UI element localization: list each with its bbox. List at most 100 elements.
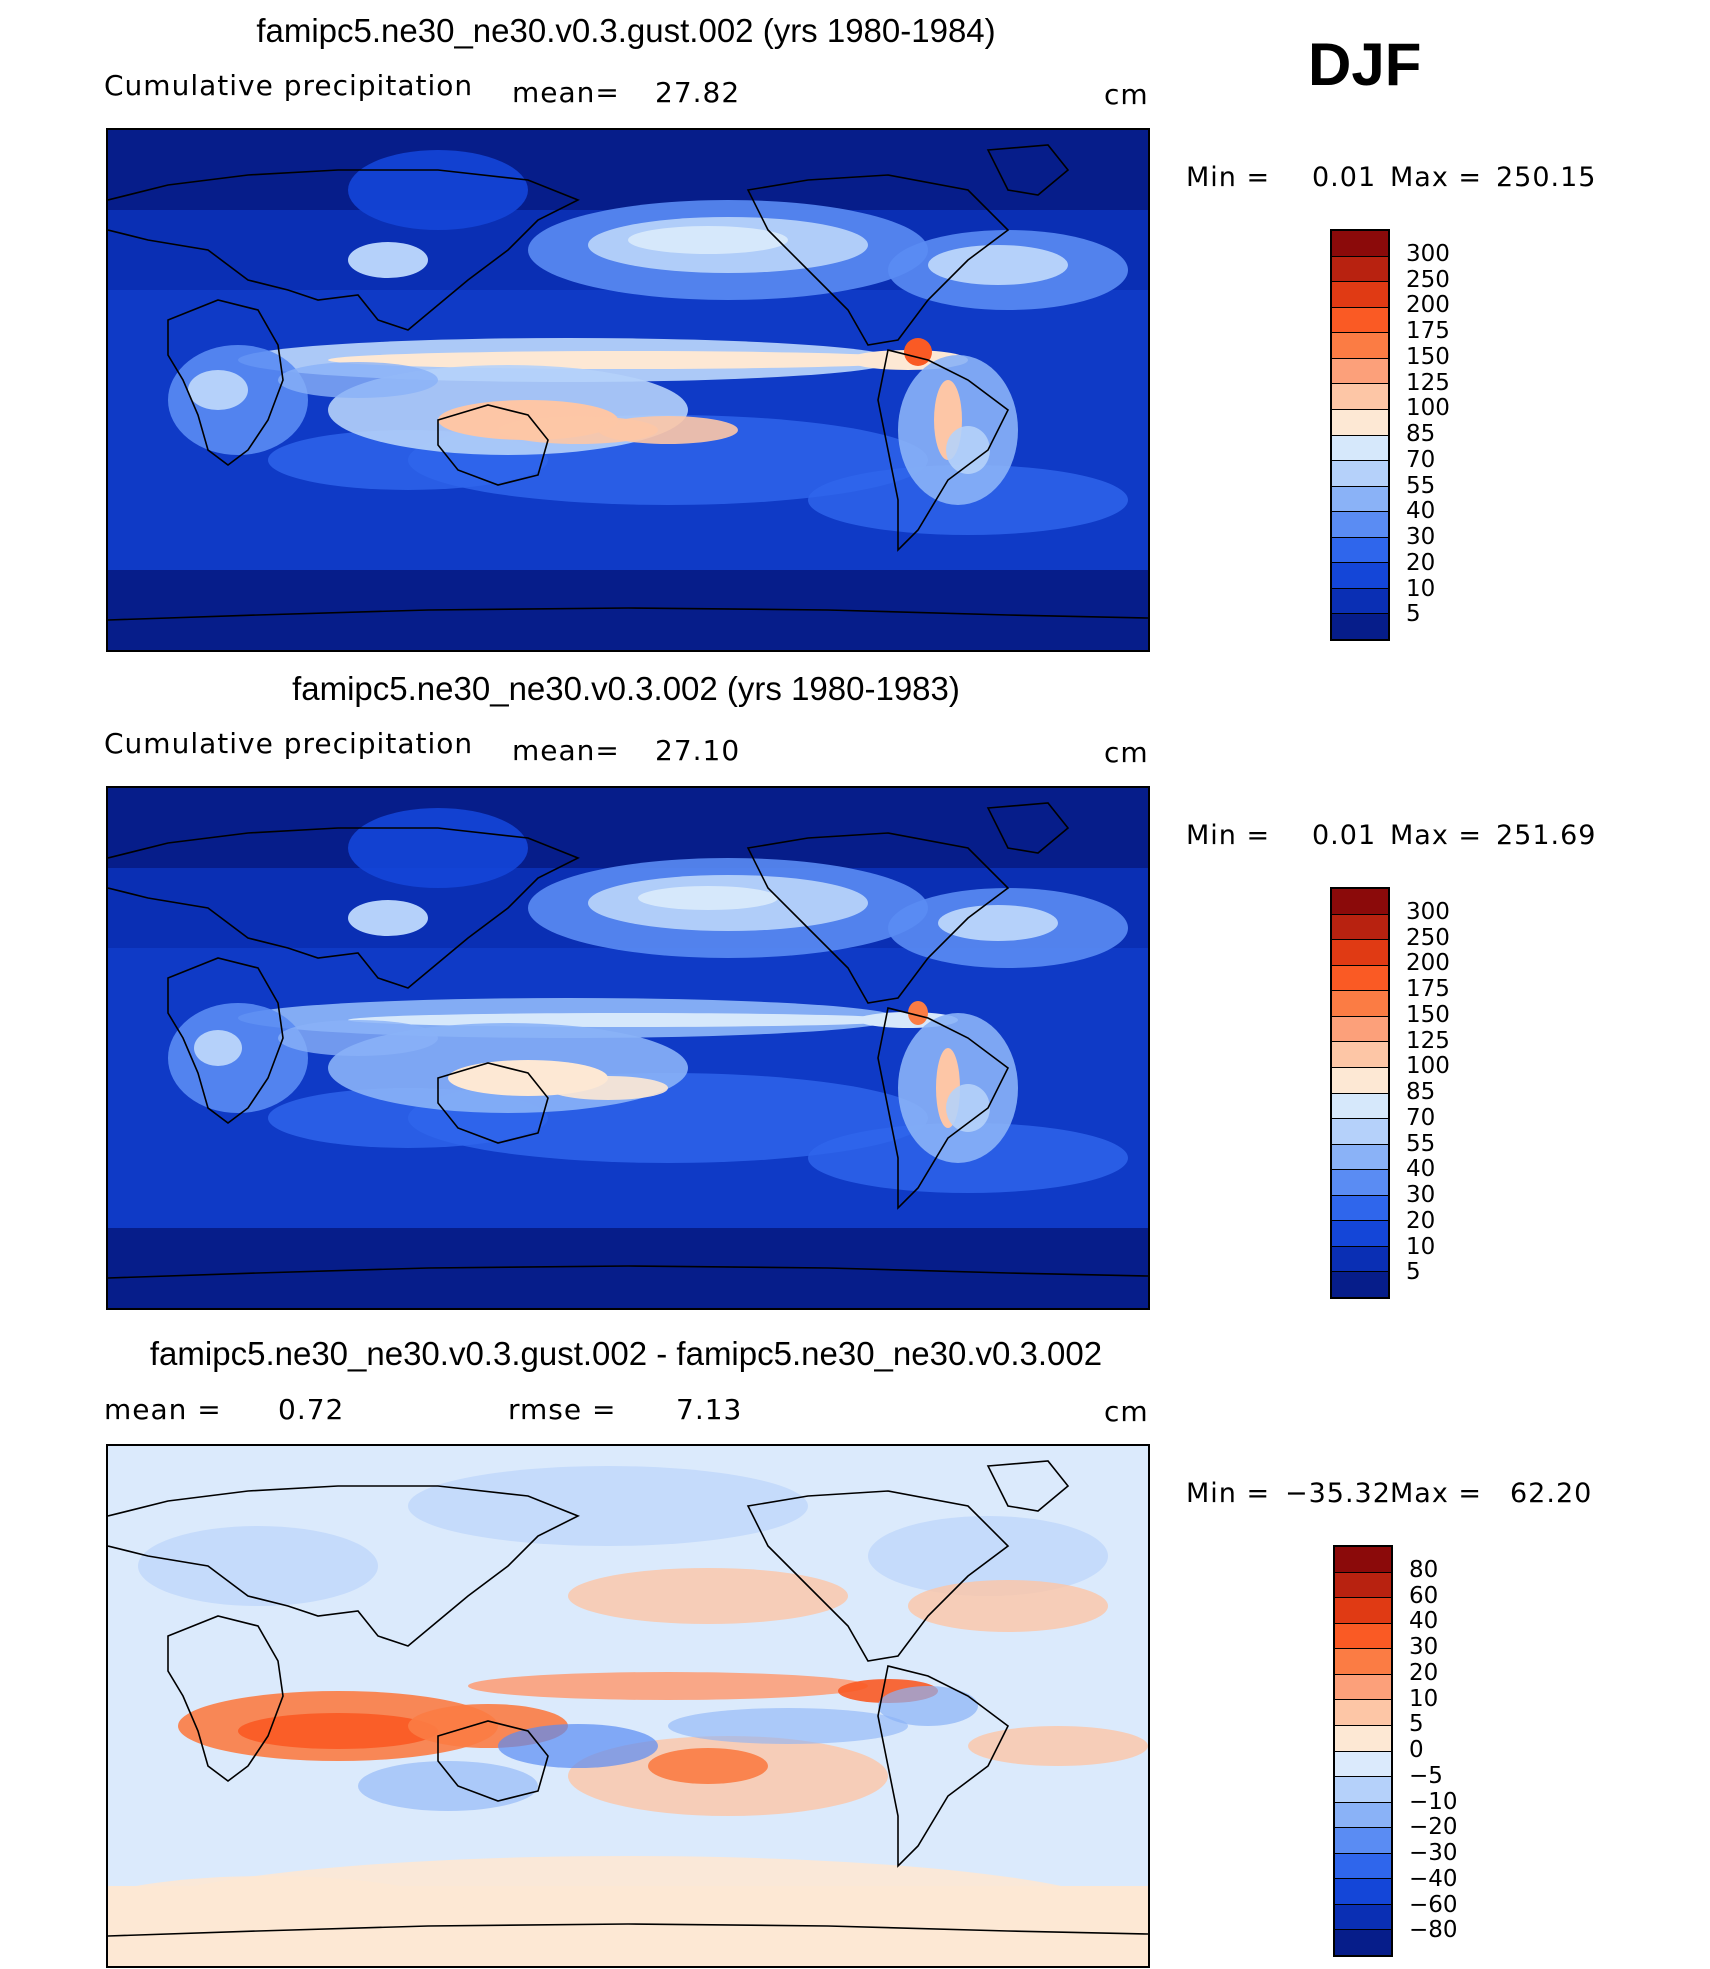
colorbar-swatch — [1332, 231, 1388, 257]
colorbar-swatch — [1335, 1547, 1391, 1573]
panel2-colorbar-labels: 300 250 200 175 150 125 100 85 70 55 40 30 20 10 5 — [1406, 887, 1486, 1299]
colorbar-swatch — [1335, 1828, 1391, 1854]
colorbar-tick-label: 40 — [1406, 498, 1436, 525]
panel1-max-value: 250.15 — [1496, 162, 1597, 193]
colorbar-swatch — [1332, 512, 1388, 538]
colorbar-tick-label: −60 — [1409, 1891, 1458, 1918]
panel2-colorbar — [1330, 887, 1390, 1299]
panel1-max-label: Max = — [1390, 162, 1483, 193]
colorbar-swatch — [1332, 1272, 1388, 1297]
colorbar-tick-label: 20 — [1409, 1659, 1439, 1686]
colorbar-tick-label: 85 — [1406, 1079, 1436, 1105]
colorbar-swatch — [1332, 1221, 1388, 1247]
colorbar-swatch — [1335, 1751, 1391, 1778]
panel1-colorbar-labels: 300 250 200 175 150 125 100 85 70 55 40 30 20 10 5 — [1406, 229, 1486, 641]
colorbar-tick-label: 10 — [1406, 1233, 1436, 1260]
colorbar-swatch — [1335, 1674, 1391, 1701]
colorbar-swatch — [1332, 914, 1388, 941]
panel3-units: cm — [1104, 1395, 1149, 1428]
panel3-rmse-value: 7.13 — [676, 1393, 743, 1426]
panel1-mean-value: 27.82 — [655, 76, 741, 109]
colorbar-swatch — [1332, 1042, 1388, 1068]
colorbar-swatch — [1332, 1016, 1388, 1043]
colorbar-tick-label: −30 — [1409, 1840, 1458, 1866]
panel3-max-value: 62.20 — [1510, 1478, 1593, 1509]
colorbar-swatch — [1332, 537, 1388, 564]
colorbar-swatch — [1332, 1170, 1388, 1196]
panel3-colorbar-labels: 80 60 40 30 20 10 5 0 −5 −10 −20 −30 −40 −60 −80 — [1409, 1545, 1489, 1957]
colorbar-swatch — [1332, 940, 1388, 966]
map-field-layer — [108, 788, 1148, 1308]
colorbar-tick-label: −40 — [1409, 1865, 1458, 1892]
colorbar-tick-label: 40 — [1409, 1608, 1439, 1635]
colorbar-swatch — [1332, 1067, 1388, 1094]
panel3-title: famipc5.ne30_ne30.v0.3.gust.002 - famipc… — [149, 1335, 1103, 1372]
panel1-title: famipc5.ne30_ne30.v0.3.gust.002 (yrs 198… — [256, 12, 996, 49]
colorbar-tick-label: 300 — [1406, 898, 1450, 925]
panel1-colorbar — [1330, 229, 1390, 641]
colorbar-tick-label: 55 — [1406, 472, 1436, 499]
panel3-max-label: Max = — [1390, 1478, 1483, 1509]
panel3-mean-label: mean = — [104, 1393, 222, 1426]
colorbar-tick-label: 250 — [1406, 924, 1450, 951]
colorbar-swatch — [1332, 563, 1388, 589]
coastline-layer — [108, 144, 1148, 621]
panel2-max-value: 251.69 — [1496, 820, 1597, 851]
colorbar-swatch — [1332, 1144, 1388, 1171]
panel2-precip-map — [106, 786, 1150, 1310]
panel1-precip-map — [106, 128, 1150, 652]
colorbar-tick-label: 125 — [1406, 1027, 1450, 1054]
colorbar-tick-label: 175 — [1406, 976, 1450, 1002]
colorbar-tick-label: 40 — [1406, 1156, 1436, 1183]
map-field-layer — [108, 130, 1148, 650]
colorbar-swatch — [1332, 1246, 1388, 1273]
colorbar-swatch — [1332, 991, 1388, 1017]
colorbar-tick-label: 60 — [1409, 1582, 1439, 1609]
colorbar-tick-label: 150 — [1406, 343, 1450, 370]
colorbar-swatch — [1335, 1725, 1391, 1752]
colorbar-swatch — [1332, 409, 1388, 436]
colorbar-swatch — [1332, 358, 1388, 385]
colorbar-tick-label: 5 — [1409, 1711, 1424, 1738]
panel3-min-value: −35.32 — [1285, 1478, 1391, 1509]
colorbar-swatch — [1332, 486, 1388, 513]
colorbar-swatch — [1332, 256, 1388, 283]
coastline-layer — [108, 802, 1148, 1279]
panel2-min-value: 0.01 — [1312, 820, 1377, 851]
colorbar-tick-label: 20 — [1406, 549, 1436, 576]
season-label: DJF — [1308, 31, 1422, 98]
colorbar-swatch — [1335, 1904, 1391, 1931]
colorbar-tick-label: 30 — [1406, 1182, 1436, 1208]
colorbar-tick-label: 70 — [1406, 446, 1436, 473]
colorbar-swatch — [1332, 435, 1388, 462]
colorbar-tick-label: 175 — [1406, 318, 1450, 344]
colorbar-swatch — [1332, 333, 1388, 359]
panel3-rmse-label: rmse = — [508, 1393, 617, 1426]
colorbar-swatch — [1335, 1930, 1391, 1955]
colorbar-tick-label: 100 — [1406, 1053, 1450, 1080]
panel2-mean-value: 27.10 — [655, 734, 741, 767]
panel1-mean-label: mean= — [512, 76, 620, 109]
colorbar-swatch — [1332, 282, 1388, 308]
colorbar-swatch — [1332, 1119, 1388, 1145]
colorbar-tick-label: 100 — [1406, 395, 1450, 422]
colorbar-tick-label: −5 — [1409, 1762, 1443, 1789]
colorbar-swatch — [1335, 1777, 1391, 1803]
colorbar-tick-label: 55 — [1406, 1130, 1436, 1157]
colorbar-tick-label: 30 — [1409, 1634, 1439, 1660]
colorbar-tick-label: −20 — [1409, 1814, 1458, 1841]
colorbar-tick-label: 5 — [1406, 1259, 1421, 1286]
colorbar-swatch — [1335, 1623, 1391, 1650]
colorbar-tick-label: −80 — [1409, 1917, 1458, 1944]
colorbar-swatch — [1332, 965, 1388, 992]
colorbar-tick-label: 150 — [1406, 1001, 1450, 1028]
colorbar-tick-label: 5 — [1406, 601, 1421, 628]
panel2-max-label: Max = — [1390, 820, 1483, 851]
colorbar-tick-label: 30 — [1406, 524, 1436, 550]
colorbar-swatch — [1335, 1572, 1391, 1599]
colorbar-tick-label: 250 — [1406, 266, 1450, 293]
panel3-difference-map — [106, 1444, 1150, 1968]
colorbar-tick-label: 20 — [1406, 1207, 1436, 1234]
coastline-layer — [108, 1460, 1148, 1937]
panel1-min-label: Min = — [1186, 162, 1271, 193]
